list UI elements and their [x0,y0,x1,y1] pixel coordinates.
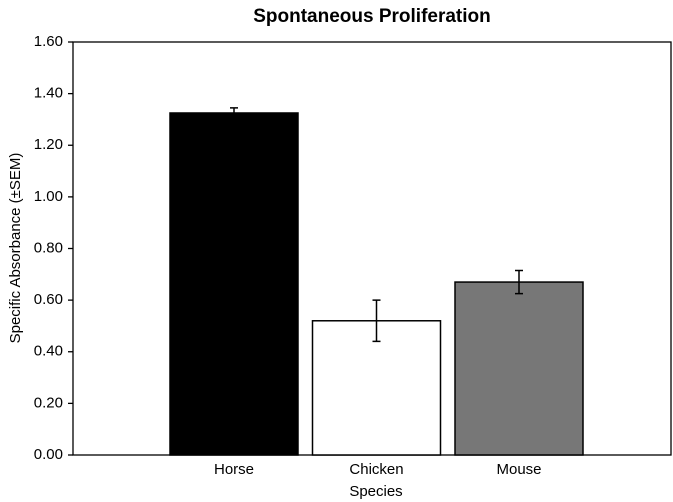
bar [311,320,442,456]
error-bar [230,107,238,119]
x-axis-label: Species [349,483,402,500]
y-tick-label: 1.40 [34,85,63,102]
error-bar [372,299,381,343]
y-tick-label: 1.20 [34,136,63,153]
y-tick-label: 1.60 [34,33,63,50]
chart-title: Spontaneous Proliferation [253,6,491,27]
error-bar [515,269,523,295]
bar [454,281,584,456]
y-tick-label: 0.60 [34,291,63,308]
y-axis-label: Specific Absorbance (±SEM) [7,153,24,344]
y-tick-label: 0.20 [34,394,63,411]
y-tick-label: 0.40 [34,343,63,360]
y-tick-label: 1.00 [34,188,63,205]
y-tick-label: 0.00 [34,446,63,463]
x-tick-label: Horse [214,461,254,478]
x-tick-label: Mouse [496,461,541,478]
bar [169,112,299,456]
x-tick-label: Chicken [349,461,403,478]
y-tick-label: 0.80 [34,239,63,256]
